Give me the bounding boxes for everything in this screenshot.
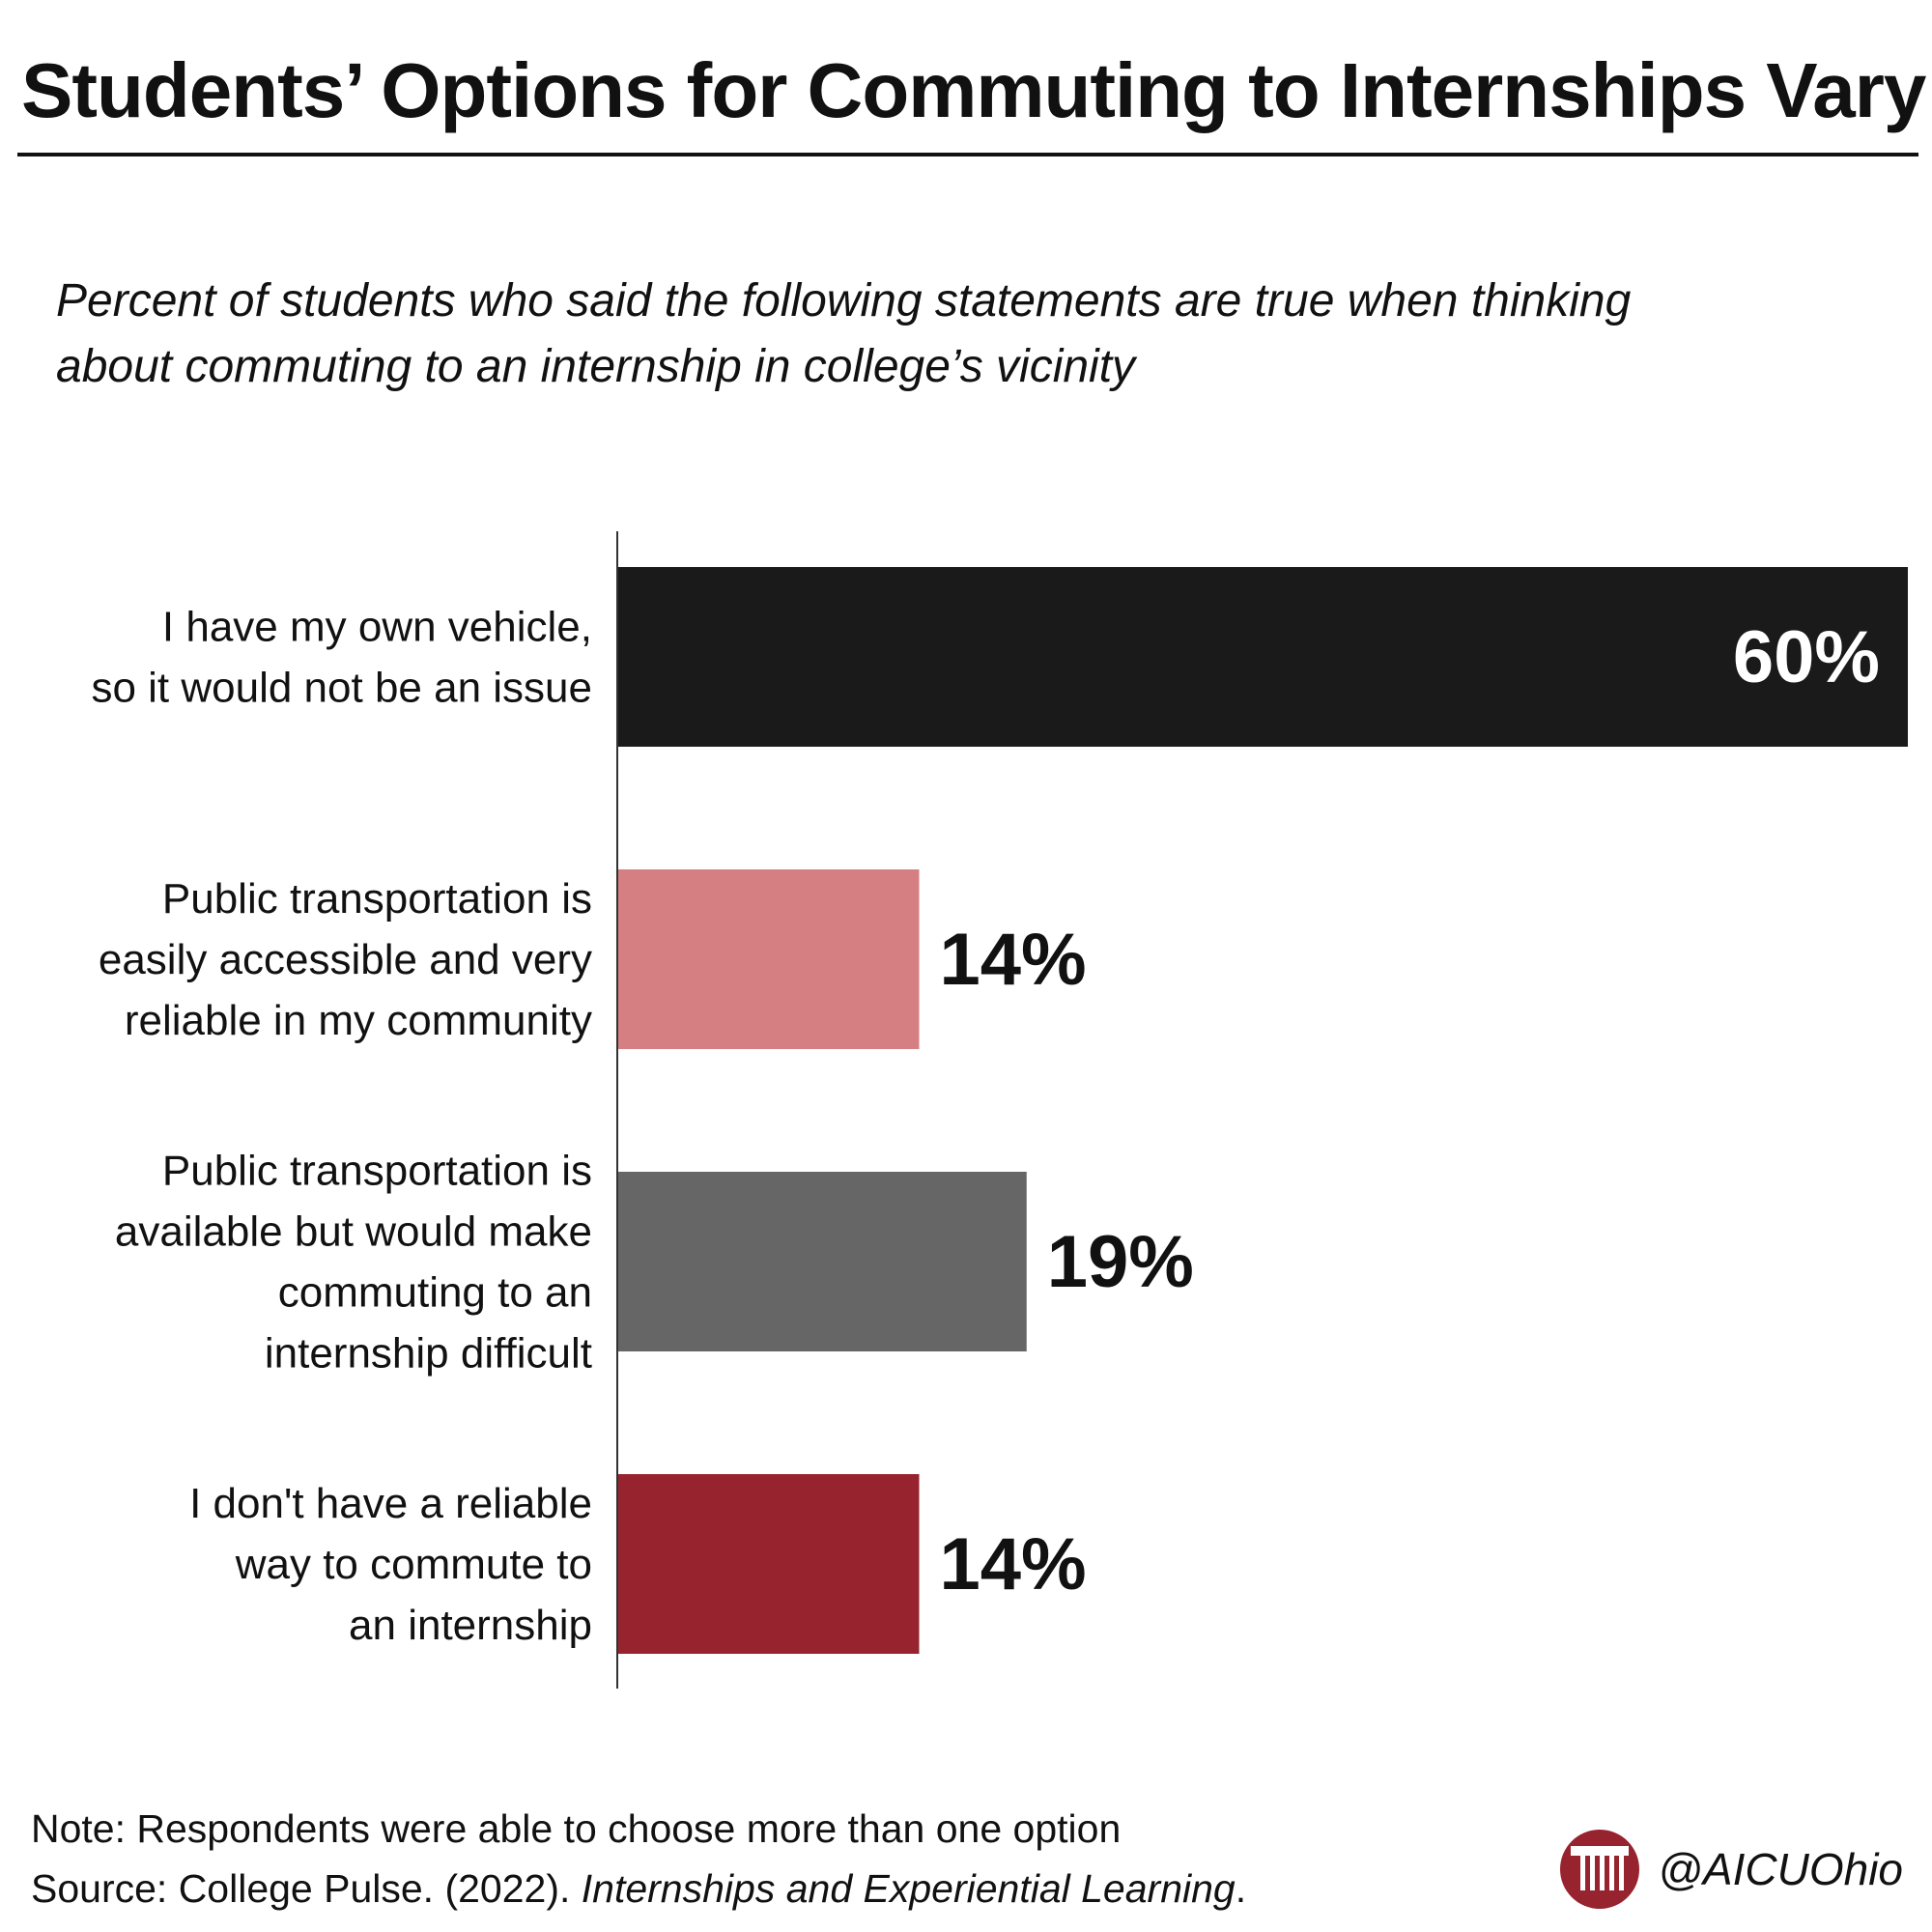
bar-2: [618, 869, 920, 1049]
chart-subtitle: Percent of students who said the followi…: [56, 275, 1632, 392]
brand: @AICUOhio: [1559, 1826, 1903, 1913]
category-label-line: commuting to an: [278, 1269, 592, 1317]
source-line: Source: College Pulse. (2022). Internshi…: [31, 1859, 1480, 1918]
social-handle: @AICUOhio: [1658, 1844, 1903, 1894]
category-label-line: Public transportation is: [162, 875, 592, 923]
source-title: Internships and Experiential Learning: [581, 1866, 1236, 1911]
source-suffix: .: [1235, 1866, 1247, 1911]
category-label-line: easily accessible and very: [99, 936, 592, 983]
category-label-line: internship difficult: [265, 1330, 592, 1378]
value-label-3: 19%: [1047, 1221, 1194, 1303]
category-label-line: I don't have a reliable: [189, 1480, 592, 1527]
bar-4: [618, 1474, 920, 1654]
category-label-line: so it would not be an issue: [91, 665, 592, 712]
category-label-1: I have my own vehicle, so it would not be…: [91, 604, 592, 712]
category-label-line: I have my own vehicle,: [162, 604, 592, 651]
chart-title: Students’ Options for Commuting to Inter…: [21, 47, 1926, 133]
category-label-line: available but would make: [115, 1208, 592, 1256]
footer: Note: Respondents were able to choose mo…: [31, 1799, 1480, 1918]
value-label-1: 60%: [1733, 616, 1880, 698]
bar-3: [618, 1172, 1027, 1351]
category-label-2: Public transportation is easily accessibl…: [99, 875, 592, 1044]
category-label-line: way to commute to: [235, 1541, 592, 1588]
value-label-4: 14%: [940, 1523, 1087, 1605]
column-pillar-icon: [1560, 1830, 1640, 1909]
title-divider: [17, 153, 1918, 156]
category-label-line: Public transportation is: [162, 1148, 592, 1195]
category-label-3: Public transportation is available but wo…: [115, 1148, 592, 1378]
source-prefix: Source: College Pulse. (2022).: [31, 1866, 582, 1911]
footnote: Note: Respondents were able to choose mo…: [31, 1806, 1122, 1851]
category-label-4: I don't have a reliable way to commute to…: [189, 1480, 592, 1649]
category-label-line: an internship: [349, 1602, 592, 1649]
bar-1: [618, 567, 1908, 747]
category-label-line: reliable in my community: [125, 997, 592, 1044]
value-label-2: 14%: [940, 919, 1087, 1001]
